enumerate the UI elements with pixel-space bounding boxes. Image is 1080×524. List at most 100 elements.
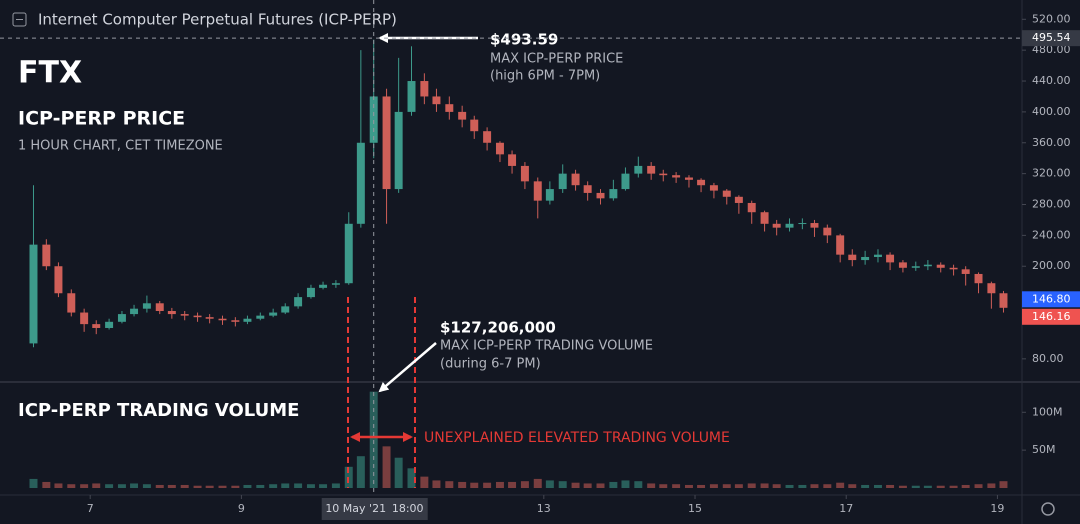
- price-line-tag: [1022, 30, 1080, 47]
- volume-bar: [306, 484, 315, 488]
- candle-body: [142, 303, 151, 309]
- candle-body: [621, 173, 630, 190]
- candle-body: [634, 165, 643, 174]
- candle-body: [709, 185, 718, 191]
- volume-bar: [520, 481, 529, 488]
- volume-bar: [281, 483, 290, 488]
- candle-body: [394, 111, 403, 190]
- candle-body: [508, 154, 517, 166]
- x-tick-label: 17: [839, 502, 853, 515]
- volume-bar: [722, 484, 731, 488]
- candle-body: [936, 264, 945, 268]
- max-price-note: (high 6PM - 7PM): [490, 69, 600, 84]
- volume-bar: [772, 484, 781, 488]
- volume-bar: [508, 481, 517, 488]
- volume-bar: [823, 484, 832, 488]
- candle-body: [886, 254, 895, 263]
- max-volume-label: MAX ICP-PERP TRADING VOLUME: [440, 339, 653, 354]
- candle-body: [545, 189, 554, 201]
- y-tick-label: 520.00: [1032, 12, 1071, 25]
- volume-bar: [684, 484, 693, 488]
- candle-body: [848, 254, 857, 261]
- candle-body: [80, 312, 89, 325]
- volume-bar: [672, 484, 681, 488]
- candle-body: [798, 223, 807, 225]
- candle-body: [369, 96, 378, 143]
- settings-icon[interactable]: [1041, 502, 1055, 516]
- volume-bar: [294, 483, 303, 488]
- volume-bar: [193, 485, 202, 488]
- candle-body: [42, 244, 51, 267]
- volume-bar: [659, 484, 668, 488]
- candle-body: [684, 177, 693, 180]
- candle-body: [659, 173, 668, 176]
- collapse-icon[interactable]: [12, 12, 27, 27]
- candle-body: [356, 142, 365, 224]
- candle-body: [772, 223, 781, 228]
- candle-body: [117, 314, 126, 322]
- volume-bar: [54, 483, 63, 488]
- volume-bar: [596, 483, 605, 488]
- volume-bar: [734, 484, 743, 488]
- volume-bar: [180, 484, 189, 488]
- candle-body: [167, 311, 176, 315]
- candle-body: [823, 227, 832, 236]
- candle-body: [558, 173, 567, 190]
- candle-body: [67, 293, 76, 313]
- crosshair-time: 18:00: [392, 502, 424, 515]
- candle-body: [647, 165, 656, 174]
- y-tick-label: 400.00: [1032, 105, 1071, 118]
- price-line-label: 495.54: [1032, 31, 1071, 44]
- candle-body: [898, 262, 907, 268]
- candle-body: [105, 321, 114, 328]
- volume-bar: [810, 484, 819, 488]
- volume-bar: [319, 484, 328, 488]
- max-price-label: MAX ICP-PERP PRICE: [490, 52, 623, 67]
- volume-bar: [382, 446, 391, 488]
- volume-bar: [130, 483, 139, 488]
- volume-bar: [407, 468, 416, 488]
- volume-bar: [42, 481, 51, 488]
- candle-body: [533, 181, 542, 201]
- candle-body: [432, 96, 441, 105]
- volume-bar: [256, 484, 265, 488]
- volume-bar: [545, 480, 554, 488]
- candle-body: [961, 269, 970, 274]
- max-volume-value: $127,206,000: [440, 319, 556, 337]
- volume-bar: [583, 483, 592, 488]
- candle-body: [407, 81, 416, 112]
- candle-body: [495, 142, 504, 155]
- candle-body: [331, 283, 340, 285]
- volume-bar: [873, 484, 882, 488]
- volume-bar: [533, 478, 542, 488]
- volume-bar: [999, 481, 1008, 488]
- candle-body: [949, 267, 958, 270]
- candle-body: [923, 264, 932, 267]
- volume-bar: [836, 482, 845, 488]
- volume-bar: [92, 483, 101, 488]
- volume-bar: [798, 484, 807, 488]
- volume-bar: [155, 484, 164, 488]
- price-tag: [1022, 291, 1080, 308]
- y-tick-label: 240.00: [1032, 228, 1071, 241]
- x-tick-label: 7: [87, 502, 94, 515]
- y-tick-label: 480.00: [1032, 43, 1071, 56]
- volume-bar: [558, 481, 567, 488]
- y-tick-label: 80.00: [1032, 352, 1064, 365]
- volume-bar: [647, 483, 656, 488]
- candle-body: [269, 312, 278, 316]
- volume-bar: [80, 484, 89, 488]
- x-tick-label: 15: [688, 502, 702, 515]
- volume-bar: [205, 485, 214, 488]
- candle-body: [319, 284, 328, 288]
- candle-body: [29, 244, 38, 344]
- brand: FTX: [18, 56, 82, 91]
- candle-body: [697, 179, 706, 186]
- volume-bar: [785, 484, 794, 488]
- volume-bar: [167, 484, 176, 488]
- x-tick-label: 9: [238, 502, 245, 515]
- candle-body: [760, 212, 769, 224]
- candle-body: [155, 303, 164, 312]
